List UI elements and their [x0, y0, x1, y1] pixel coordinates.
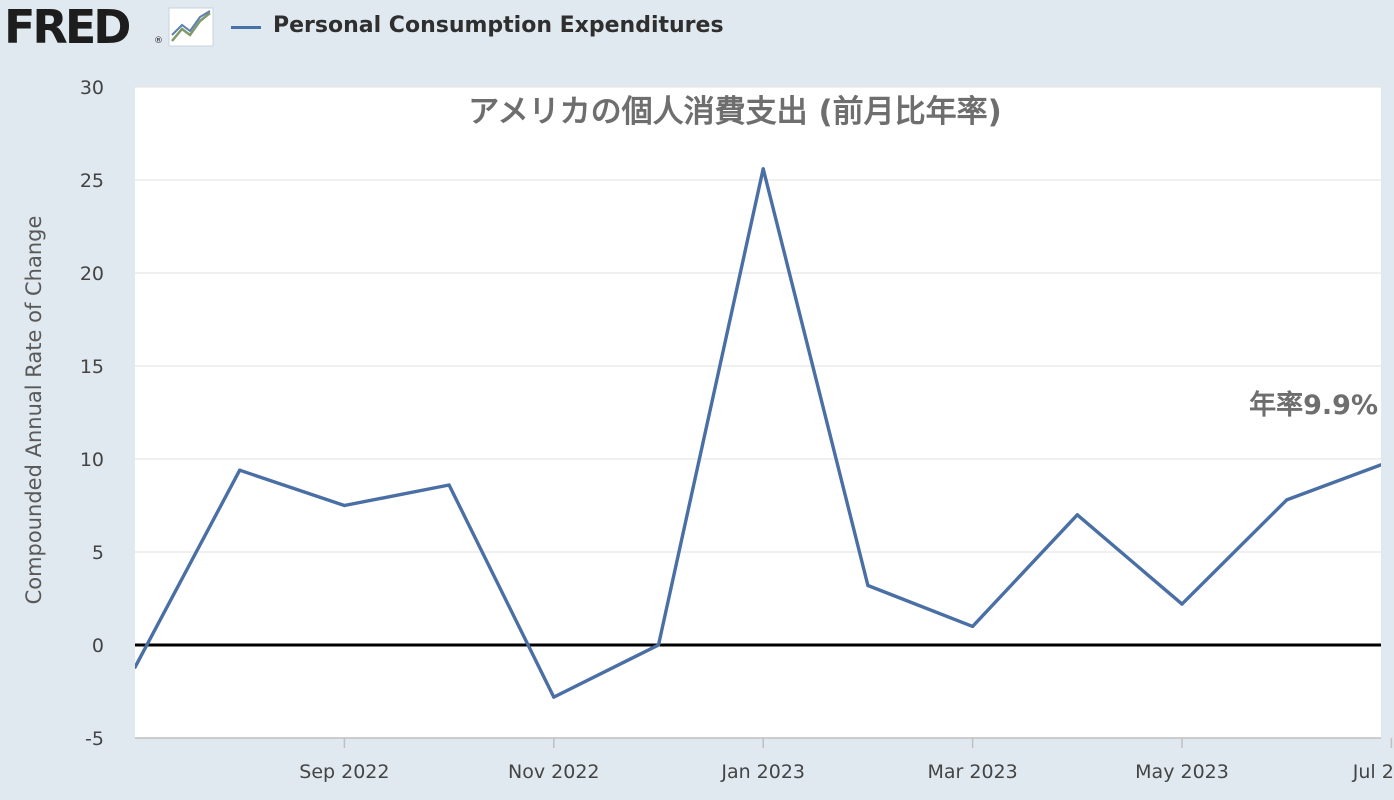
y-tick-label: 25: [80, 170, 104, 192]
legend-swatch: [231, 26, 261, 29]
annotation-label: 年率9.9%: [1249, 389, 1378, 421]
y-tick-label: 15: [80, 356, 104, 378]
line-graph-icon: [168, 7, 214, 47]
data-point: [761, 167, 765, 171]
y-tick-label: -5: [85, 728, 104, 750]
data-point: [1180, 602, 1184, 606]
x-tick-label: Sep 2022: [299, 761, 389, 783]
y-tick-label: 10: [80, 449, 104, 471]
data-point: [135, 665, 137, 669]
data-point: [1075, 513, 1079, 517]
y-tick-label: 20: [80, 263, 104, 285]
data-point: [1285, 498, 1289, 502]
fred-registered-mark: ®: [154, 36, 163, 46]
x-tick-label: Jan 2023: [720, 761, 805, 783]
data-point: [238, 468, 242, 472]
data-point: [866, 583, 870, 588]
y-tick-label: 0: [92, 635, 104, 657]
x-tick-label: Jul 2023: [1352, 761, 1394, 783]
data-point: [656, 643, 661, 647]
data-point: [1390, 459, 1393, 462]
y-axis-title: Compounded Annual Rate of Change: [22, 215, 46, 605]
y-tick-label: 5: [92, 542, 104, 564]
data-point: [971, 624, 975, 629]
x-tick-label: Mar 2023: [927, 761, 1017, 783]
fred-logo[interactable]: FRED: [4, 0, 131, 54]
x-tick-label: Nov 2022: [508, 761, 599, 783]
data-point: [552, 695, 556, 699]
y-tick-label: 30: [80, 77, 104, 99]
header: FRED ® Personal Consumption Expenditures: [0, 0, 1394, 60]
x-tick-label: May 2023: [1135, 761, 1229, 783]
data-point: [342, 503, 346, 508]
legend-label: Personal Consumption Expenditures: [273, 13, 724, 38]
data-point: [447, 483, 451, 487]
chart-title: アメリカの個人消費支出 (前月比年率): [468, 94, 1002, 130]
